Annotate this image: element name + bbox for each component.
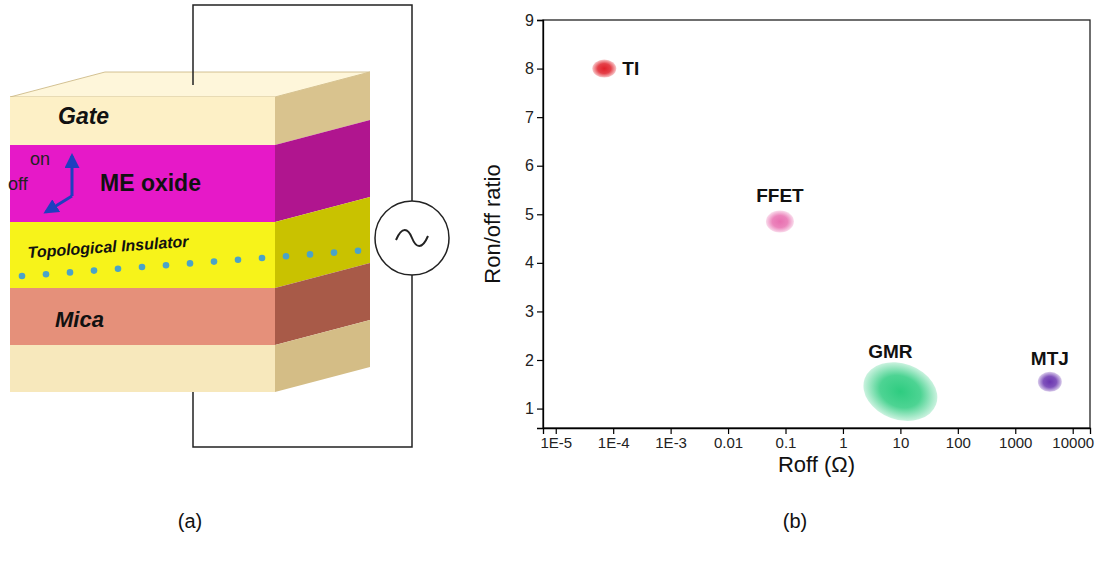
points xyxy=(592,60,1062,428)
y-tick-mark xyxy=(537,117,543,118)
surface-state-dot xyxy=(19,273,26,280)
y-tick-label: 2 xyxy=(525,352,534,369)
y-tick: 8 xyxy=(525,60,543,77)
x-tick: 100 xyxy=(946,428,971,451)
y-axis-line xyxy=(537,21,544,429)
point xyxy=(766,211,794,233)
layer-front xyxy=(10,97,275,145)
point-label: MTJ xyxy=(1031,348,1069,369)
y-tick-mark xyxy=(537,408,543,409)
surface-state-dot xyxy=(67,269,74,276)
surface-state-dot xyxy=(163,262,170,269)
surface-state-dot xyxy=(235,257,242,264)
y-tick-mark xyxy=(537,20,543,21)
y-tick: 6 xyxy=(525,157,543,174)
x-axis-title: Roff (Ω) xyxy=(778,452,855,477)
surface-state-dot xyxy=(307,251,314,258)
point-labels: TI FFET GMR MTJ xyxy=(622,58,1069,369)
ac-source xyxy=(375,201,449,275)
plot-frame xyxy=(543,20,1090,428)
x-axis: 1E-5 1E-4 1E-3 0.01 0.1 1 10 100 1000 10000 xyxy=(540,428,1094,451)
y-tick-label: 3 xyxy=(525,303,534,320)
y-tick: 9 xyxy=(525,12,543,29)
x-tick: 10 xyxy=(893,428,910,451)
point xyxy=(592,60,616,78)
x-tick-label: 1E-5 xyxy=(540,434,572,451)
surface-state-dot xyxy=(91,267,98,274)
point xyxy=(855,352,946,428)
y-tick-label: 4 xyxy=(525,254,534,271)
surface-state-dot xyxy=(259,255,266,262)
x-tick-label: 1E-4 xyxy=(598,434,630,451)
layer-front xyxy=(10,145,275,222)
y-tick-mark xyxy=(537,311,543,312)
x-tick-label: 10000 xyxy=(1052,434,1094,451)
surface-state-dot xyxy=(283,253,290,260)
point-label: TI xyxy=(622,58,639,79)
surface-state-dot xyxy=(331,249,338,256)
x-tick: 1E-3 xyxy=(655,428,687,451)
y-tick: 1 xyxy=(525,400,543,417)
figure: onoff Gate ME oxide Topological Insulator Mi… xyxy=(0,0,1108,571)
x-tick: 1E-4 xyxy=(598,428,630,451)
x-tick: 1E-5 xyxy=(540,428,572,451)
panel-label: (a) xyxy=(178,510,202,532)
y-tick-mark xyxy=(537,68,543,69)
x-tick-label: 1E-3 xyxy=(655,434,687,451)
layer-label: Mica xyxy=(55,307,104,332)
y-tick-label: 8 xyxy=(525,60,534,77)
y-axis: 1 2 3 4 5 6 7 8 9 xyxy=(525,12,543,429)
point xyxy=(1038,372,1062,392)
arrow-label: on xyxy=(30,149,50,169)
y-tick-label: 5 xyxy=(525,206,534,223)
x-tick: 0.01 xyxy=(714,428,743,451)
layer-label: Topological Insulator xyxy=(27,233,190,261)
y-tick-label: 1 xyxy=(525,400,534,417)
x-tick-label: 0.01 xyxy=(714,434,743,451)
layer-side xyxy=(275,320,370,392)
y-tick-label: 9 xyxy=(525,12,534,29)
x-tick: 10000 xyxy=(1052,428,1094,451)
panel-label: (b) xyxy=(783,510,807,532)
point-label: FFET xyxy=(756,185,804,206)
x-tick-label: 100 xyxy=(946,434,971,451)
surface-state-dot xyxy=(139,264,146,271)
surface-state-dot xyxy=(115,266,122,273)
y-tick-label: 6 xyxy=(525,157,534,174)
off-arrow xyxy=(46,196,72,212)
x-tick-label: 1 xyxy=(839,434,847,451)
x-tick: 0.1 xyxy=(776,428,797,451)
x-tick: 1000 xyxy=(999,428,1032,451)
layer-front xyxy=(10,222,275,288)
y-axis-title: Ron/off ratio xyxy=(480,164,505,283)
surface-state-dot xyxy=(355,248,362,255)
y-tick: 4 xyxy=(525,254,543,271)
on-arrow xyxy=(71,156,74,196)
x-tick: 1 xyxy=(839,428,847,451)
y-tick: 3 xyxy=(525,303,543,320)
layer-front xyxy=(10,288,275,345)
surface-state-dot xyxy=(43,271,50,278)
layer-front xyxy=(10,345,275,392)
ac-symbol xyxy=(396,230,428,246)
y-tick-mark xyxy=(537,263,543,264)
y-tick-label: 7 xyxy=(525,109,534,126)
y-tick: 2 xyxy=(525,352,543,369)
y-tick-mark xyxy=(537,360,543,361)
x-tick-label: 10 xyxy=(893,434,910,451)
x-tick-label: 0.1 xyxy=(776,434,797,451)
surface-state-dot xyxy=(187,260,194,267)
panel-a: onoff Gate ME oxide Topological Insulator Mi… xyxy=(8,5,449,532)
y-tick-mark xyxy=(537,214,543,215)
x-tick-label: 1000 xyxy=(999,434,1032,451)
layer-label: Gate xyxy=(58,103,109,129)
y-tick: 7 xyxy=(525,109,543,126)
point-label: GMR xyxy=(868,341,913,362)
panel-b: 1E-5 1E-4 1E-3 0.01 0.1 1 10 100 1000 10000 1 2 3 4 5 6… xyxy=(480,12,1094,532)
y-tick-mark xyxy=(537,166,543,167)
layer-label: ME oxide xyxy=(100,170,201,196)
y-tick: 5 xyxy=(525,206,543,223)
arrow-label: off xyxy=(8,174,29,194)
surface-state-dot xyxy=(211,258,218,265)
